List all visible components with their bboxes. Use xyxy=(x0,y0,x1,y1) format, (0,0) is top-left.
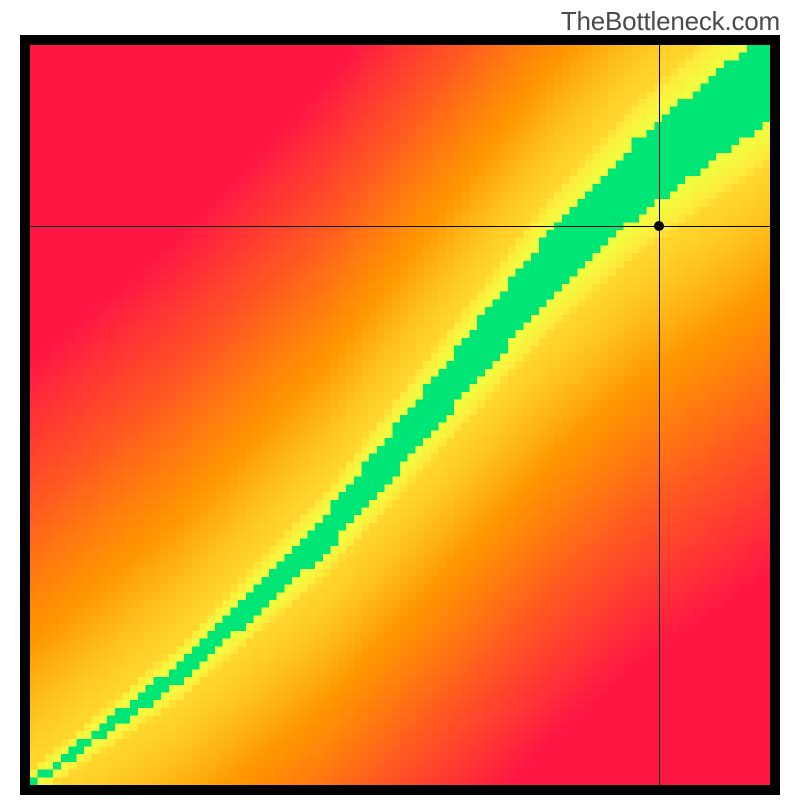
crosshair-marker xyxy=(654,221,664,231)
plot-frame xyxy=(20,35,780,795)
watermark-text: TheBottleneck.com xyxy=(561,6,780,37)
crosshair-vertical-line xyxy=(659,45,660,785)
